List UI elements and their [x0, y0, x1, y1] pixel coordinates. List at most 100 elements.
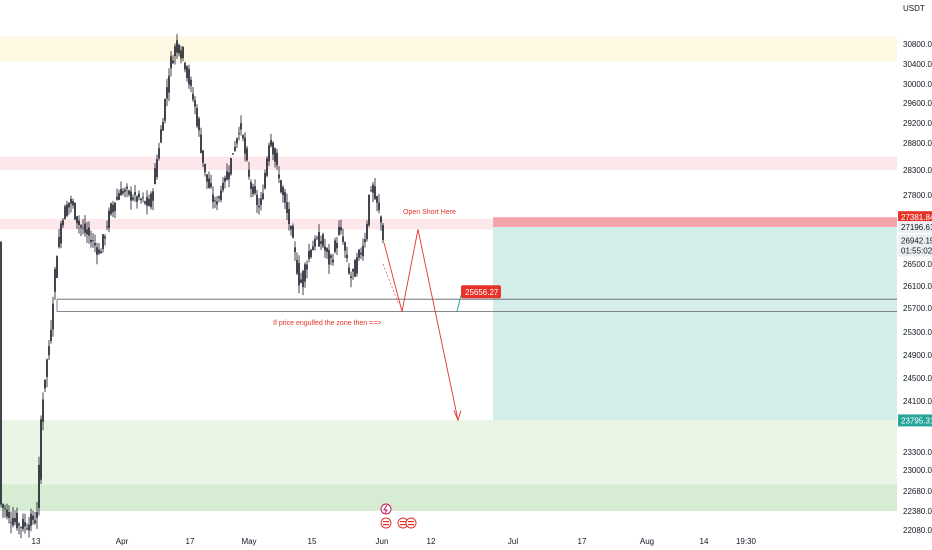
candle-body	[176, 40, 178, 53]
candle-body	[136, 196, 138, 202]
candle-body	[296, 260, 298, 274]
candle-body	[26, 528, 28, 530]
candle-body	[206, 174, 208, 182]
y-tick-label: 25700.00	[903, 304, 932, 313]
candle-body	[158, 148, 160, 159]
x-tick-label: 12	[427, 537, 436, 546]
candle-body	[0, 241, 2, 505]
y-tick-label: 23300.00	[903, 448, 932, 457]
candle-body	[212, 194, 214, 202]
x-tick-label: May	[241, 537, 256, 546]
candle-body	[60, 223, 62, 244]
y-tick-label: 30400.00	[903, 60, 932, 69]
candle-body	[66, 204, 68, 216]
y-tick-label: 24500.00	[903, 374, 932, 383]
events-layer[interactable]	[380, 503, 417, 529]
target-tag: 23795.31	[901, 416, 932, 425]
path-arrowhead	[453, 410, 462, 422]
candle-body	[264, 172, 266, 189]
candle-body	[226, 171, 228, 180]
candle-body	[94, 243, 96, 246]
y-tick-label: 22380.00	[903, 507, 932, 516]
candle-body	[140, 198, 142, 201]
last-price-tag: 26942.15	[901, 237, 932, 246]
zone-demand-1	[0, 420, 897, 485]
candle-body	[32, 515, 34, 520]
zone-supply-top	[0, 36, 897, 62]
candle-body	[58, 236, 60, 248]
candle-body	[362, 245, 364, 257]
candle-body	[2, 504, 4, 508]
candle-body	[278, 174, 280, 179]
candle-body	[260, 198, 262, 205]
candle-body	[354, 260, 356, 277]
candle-body	[100, 251, 102, 254]
candle-body	[228, 172, 230, 180]
candle-body	[118, 193, 120, 200]
candle-body	[286, 202, 288, 214]
short-position-layer[interactable]	[493, 217, 897, 421]
candle-body	[52, 303, 54, 330]
candle-body	[332, 259, 334, 263]
candle-body	[46, 359, 48, 377]
candle-body	[168, 75, 170, 93]
price-axis[interactable]: USDT 30800.00 30400.00 30000.00 29600.00 292…	[897, 0, 932, 550]
candle-body	[372, 184, 374, 193]
y-tick-label: 30000.00	[903, 80, 932, 89]
candle-body	[340, 227, 342, 231]
candle-body	[84, 223, 86, 233]
candle-body	[302, 271, 304, 288]
candle-body	[96, 247, 98, 255]
candle-body	[380, 216, 382, 223]
candle-body	[28, 524, 30, 531]
candle-body	[232, 153, 234, 155]
candle-body	[142, 197, 144, 199]
candle-body	[356, 257, 358, 274]
candle-body	[192, 93, 194, 100]
y-tick-label: 24900.00	[903, 351, 932, 360]
candle-body	[360, 252, 362, 255]
candle-body	[202, 150, 204, 163]
candle-body	[308, 251, 310, 260]
candle-body	[344, 242, 346, 251]
short-entry-low-tag: 27196.61	[901, 223, 932, 232]
time-axis[interactable]: 13 Apr 17 May 15 Jun 12 Jul 17 Aug 14 19:30	[32, 537, 757, 546]
y-tick-label: 30800.00	[903, 40, 932, 49]
x-tick-label: 19:30	[736, 537, 757, 546]
y-tick-label: 24100.00	[903, 397, 932, 406]
candle-body	[190, 79, 192, 86]
candle-body	[18, 523, 20, 526]
candle-body	[222, 182, 224, 191]
candle-body	[220, 190, 222, 200]
candle-body	[298, 262, 300, 286]
candle-body	[316, 237, 318, 239]
zone-resistance-2	[0, 218, 897, 230]
candle-body	[86, 229, 88, 235]
candle-body	[30, 513, 32, 526]
candle-body	[370, 190, 372, 192]
candle-body	[146, 197, 148, 206]
candle-body	[378, 202, 380, 211]
candle-body	[108, 210, 110, 229]
candle-body	[160, 129, 162, 143]
candle-body	[166, 87, 168, 99]
candle-body	[50, 329, 52, 342]
candle-body	[322, 234, 324, 247]
candle-body	[294, 247, 296, 253]
candle-body	[262, 193, 264, 199]
candle-body	[42, 399, 44, 422]
candle-body	[112, 204, 114, 213]
candle-body	[224, 177, 226, 182]
flag-stripe-icon	[408, 521, 414, 523]
candle-body	[134, 192, 136, 195]
currency-label: USDT	[903, 4, 925, 13]
candle-body	[154, 168, 156, 185]
candle-body	[196, 108, 198, 127]
x-tick-label: Jun	[376, 537, 389, 546]
candle-body	[304, 264, 306, 282]
candle-body	[38, 464, 40, 509]
drawings-layer	[56, 229, 897, 422]
candle-body	[126, 186, 128, 189]
engulf-note-annotation: If price engulfed the zone then ==>	[273, 320, 381, 327]
